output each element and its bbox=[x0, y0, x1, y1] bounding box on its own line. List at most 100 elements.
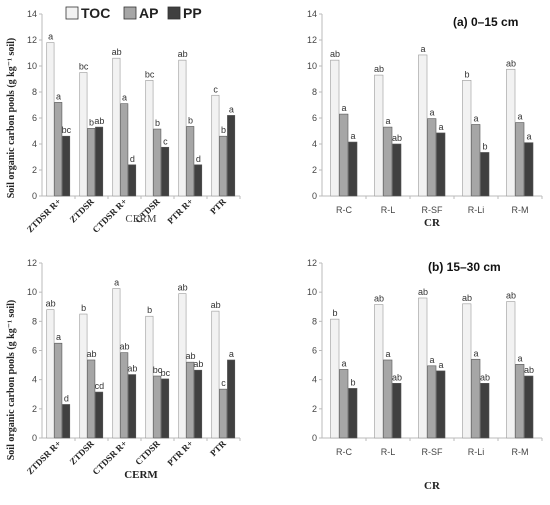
y-tick-label: 14 bbox=[27, 9, 37, 19]
y-tick-label: 8 bbox=[312, 87, 317, 97]
significance-letter: ab bbox=[330, 49, 340, 59]
significance-letter: ab bbox=[46, 299, 56, 309]
bar-toc-ptr bbox=[211, 94, 220, 197]
y-tick-label: 12 bbox=[307, 258, 317, 268]
bar-ap-ctdsr bbox=[153, 128, 162, 197]
x-tick-label: ZTDSR bbox=[68, 196, 97, 225]
bar-pp-ptr-r- bbox=[194, 369, 203, 439]
panel-label-b: (b) 15–30 cm bbox=[428, 260, 501, 274]
x-tick-label: R-SF bbox=[422, 205, 443, 215]
legend-label-pp: PP bbox=[183, 5, 202, 21]
bar-pp-ztdsr bbox=[95, 126, 104, 197]
bar-pp-ztdsr-r- bbox=[62, 404, 71, 439]
bar-pp-r-m bbox=[524, 142, 534, 197]
bar-toc-ptr-r- bbox=[178, 293, 187, 439]
significance-letter: a bbox=[350, 131, 355, 141]
significance-letter: a bbox=[229, 104, 234, 114]
bar-ap-r-li bbox=[471, 124, 481, 197]
significance-letter: a bbox=[438, 360, 443, 370]
x-tick-label: ZTDSR R+ bbox=[25, 438, 63, 476]
bar-toc-ztdsr bbox=[79, 313, 88, 439]
x-tick-label: PTR R+ bbox=[165, 196, 195, 226]
significance-letter: a bbox=[517, 112, 522, 122]
significance-letter: d bbox=[130, 154, 135, 164]
significance-letter: b bbox=[81, 303, 86, 313]
y-tick-label: 4 bbox=[312, 139, 317, 149]
bar-toc-r-m bbox=[506, 301, 516, 439]
significance-letter: b bbox=[464, 69, 469, 79]
significance-letter: ab bbox=[506, 58, 516, 68]
bar-pp-ctdsr-r- bbox=[128, 374, 137, 439]
significance-letter: a bbox=[341, 358, 346, 368]
y-tick-label: 4 bbox=[312, 375, 317, 385]
significance-letter: ab bbox=[119, 342, 129, 352]
significance-letter: a bbox=[473, 114, 478, 124]
bar-pp-r-c bbox=[348, 141, 358, 197]
y-tick-label: 14 bbox=[307, 9, 317, 19]
x-tick-label: R-L bbox=[381, 205, 396, 215]
legend-swatch-toc bbox=[65, 6, 79, 20]
bar-toc-ztdsr bbox=[79, 72, 88, 197]
bar-ap-r-c bbox=[339, 369, 349, 439]
bar-pp-ptr bbox=[227, 359, 236, 439]
legend-swatch-pp bbox=[167, 6, 181, 20]
significance-letter: b bbox=[147, 305, 152, 315]
chart-toc-ap-pp-0-15-cr: 02468101214abaaR-CabaabR-LaaaR-SFbabR-Li… bbox=[307, 9, 543, 229]
significance-letter: a bbox=[48, 32, 53, 42]
bar-pp-ctdsr bbox=[161, 146, 170, 197]
bar-toc-ztdsr-r- bbox=[46, 42, 55, 197]
x-tick-label: R-M bbox=[512, 205, 529, 215]
significance-letter: b bbox=[221, 125, 226, 135]
significance-letter: bc bbox=[62, 125, 72, 135]
x-tick-label: CTDSR R+ bbox=[90, 196, 128, 234]
bar-ap-r-l bbox=[383, 126, 393, 197]
significance-letter: bc bbox=[145, 69, 155, 79]
significance-letter: a bbox=[420, 44, 425, 54]
x-tick-label: CTDSR bbox=[133, 438, 162, 467]
y-tick-label: 0 bbox=[32, 433, 37, 443]
bar-toc-ztdsr-r- bbox=[46, 309, 55, 439]
significance-letter: a bbox=[56, 91, 61, 101]
bar-pp-r-l bbox=[392, 383, 402, 439]
bar-ap-ztdsr-r- bbox=[54, 102, 63, 197]
significance-letter: ab bbox=[94, 116, 104, 126]
significance-letter: b bbox=[155, 118, 160, 128]
significance-letter: ab bbox=[392, 372, 402, 382]
bar-ap-ptr bbox=[219, 388, 228, 439]
significance-letter: a bbox=[429, 108, 434, 118]
bar-ap-r-m bbox=[515, 122, 525, 197]
significance-letter: ab bbox=[112, 47, 122, 57]
x-axis-label: CERM bbox=[124, 469, 158, 481]
significance-letter: a bbox=[229, 349, 234, 359]
bar-ap-ptr bbox=[219, 135, 228, 197]
bar-ap-ctdsr-r- bbox=[120, 103, 129, 197]
significance-letter: ab bbox=[392, 133, 402, 143]
y-tick-label: 6 bbox=[32, 346, 37, 356]
significance-letter: bc bbox=[161, 368, 171, 378]
bar-toc-r-c bbox=[330, 318, 340, 439]
x-tick-label: R-M bbox=[512, 447, 529, 457]
significance-letter: b bbox=[188, 115, 193, 125]
bar-ap-r-m bbox=[515, 364, 525, 439]
significance-letter: ab bbox=[211, 300, 221, 310]
bar-toc-ptr bbox=[211, 310, 220, 439]
bar-ap-ctdsr-r- bbox=[120, 352, 129, 439]
significance-letter: a bbox=[385, 116, 390, 126]
y-tick-label: 6 bbox=[312, 113, 317, 123]
panel-label-a: (a) 0–15 cm bbox=[453, 15, 518, 29]
significance-letter: bc bbox=[79, 62, 89, 72]
x-tick-label: ZTDSR bbox=[68, 438, 97, 467]
significance-letter: ab bbox=[462, 293, 472, 303]
x-tick-label: PTR bbox=[208, 438, 228, 458]
y-tick-label: 8 bbox=[32, 87, 37, 97]
y-tick-label: 4 bbox=[32, 139, 37, 149]
legend-label-ap: AP bbox=[139, 5, 158, 21]
significance-letter: ab bbox=[127, 364, 137, 374]
y-tick-label: 8 bbox=[312, 316, 317, 326]
significance-letter: a bbox=[517, 353, 522, 363]
significance-letter: a bbox=[341, 103, 346, 113]
legend-swatch-ap bbox=[123, 6, 137, 20]
x-tick-label: R-Li bbox=[468, 205, 485, 215]
